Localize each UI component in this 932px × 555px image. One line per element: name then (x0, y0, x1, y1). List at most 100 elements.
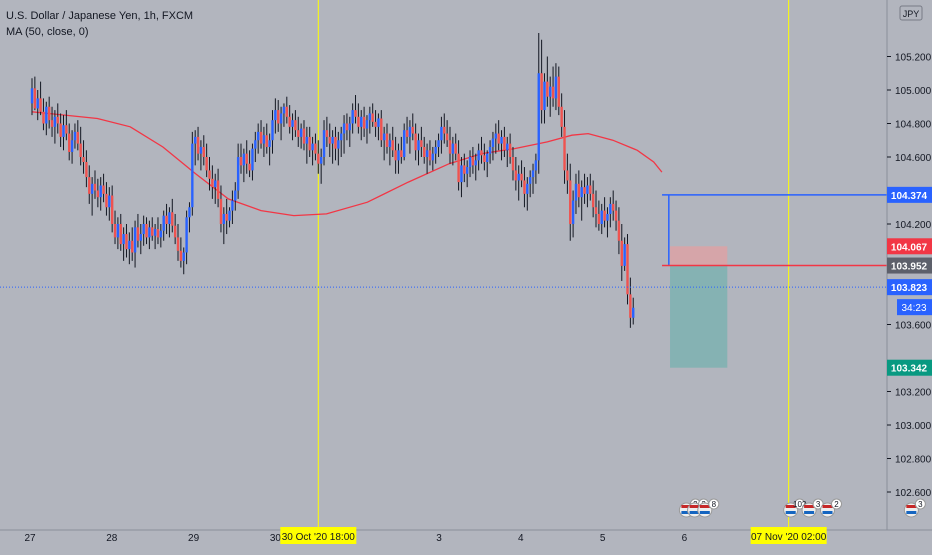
candle-body[interactable] (491, 138, 495, 147)
candle-body[interactable] (609, 203, 612, 214)
candle-body[interactable] (228, 210, 231, 221)
candle-body[interactable] (569, 180, 572, 224)
candle-body[interactable] (88, 177, 91, 194)
candle-body[interactable] (494, 133, 498, 139)
candle-body[interactable] (402, 130, 406, 157)
candle-body[interactable] (156, 229, 160, 238)
candle-body[interactable] (236, 157, 240, 191)
candle-body[interactable] (334, 136, 337, 149)
candle-body[interactable] (291, 120, 294, 127)
candle-body[interactable] (82, 157, 85, 163)
candle-body[interactable] (437, 140, 440, 147)
candle-body[interactable] (73, 131, 77, 141)
candle-body[interactable] (139, 234, 142, 241)
candle-body[interactable] (105, 193, 108, 208)
time-highlight-label[interactable]: 30 Oct '20 18:00 (282, 532, 356, 543)
candle-body[interactable] (110, 195, 114, 224)
candle-body[interactable] (119, 224, 122, 245)
candle-body[interactable] (205, 157, 208, 171)
candle-body[interactable] (125, 234, 128, 250)
candle-body[interactable] (391, 140, 394, 151)
candle-body[interactable] (425, 150, 429, 157)
candle-body[interactable] (116, 224, 120, 238)
candle-body[interactable] (214, 180, 217, 188)
candle-body[interactable] (36, 98, 39, 109)
candle-body[interactable] (50, 120, 54, 127)
candle-body[interactable] (617, 220, 621, 241)
candle-body[interactable] (93, 183, 97, 191)
candle-body[interactable] (345, 123, 349, 131)
candle-body[interactable] (59, 123, 62, 137)
candle-body[interactable] (354, 110, 357, 117)
candle-body[interactable] (202, 146, 205, 157)
candle-body[interactable] (168, 212, 171, 224)
candle-body[interactable] (317, 153, 320, 164)
candle-body[interactable] (325, 130, 329, 137)
candle-body[interactable] (231, 200, 234, 211)
candle-body[interactable] (374, 121, 377, 127)
candle-body[interactable] (528, 177, 532, 184)
candle-body[interactable] (440, 126, 443, 141)
candle-body[interactable] (629, 294, 632, 318)
candle-body[interactable] (448, 140, 452, 154)
candle-body[interactable] (342, 123, 346, 134)
candle-body[interactable] (540, 73, 543, 111)
candle-body[interactable] (99, 185, 102, 198)
candle-body[interactable] (500, 136, 503, 144)
candle-body[interactable] (274, 110, 277, 121)
candle-body[interactable] (151, 227, 154, 236)
candle-body[interactable] (165, 215, 168, 224)
candle-body[interactable] (534, 160, 538, 171)
candle-body[interactable] (188, 207, 191, 218)
candle-body[interactable] (159, 230, 163, 238)
candle-body[interactable] (176, 237, 180, 251)
candle-body[interactable] (405, 130, 409, 137)
candle-body[interactable] (145, 224, 148, 238)
candle-body[interactable] (474, 160, 477, 166)
candle-body[interactable] (182, 252, 185, 261)
candle-body[interactable] (503, 136, 506, 151)
candle-body[interactable] (268, 140, 271, 147)
candle-body[interactable] (365, 120, 369, 129)
time-highlight-label[interactable]: 07 Nov '20 02:00 (751, 532, 827, 543)
candle-body[interactable] (632, 307, 635, 318)
candle-body[interactable] (368, 113, 372, 121)
candle-body[interactable] (488, 146, 492, 154)
candle-body[interactable] (33, 88, 37, 109)
candle-body[interactable] (193, 136, 197, 144)
candle-body[interactable] (239, 157, 243, 166)
candle-body[interactable] (497, 133, 500, 144)
candle-body[interactable] (136, 227, 140, 241)
candle-body[interactable] (517, 173, 520, 181)
candle-body[interactable] (382, 133, 386, 141)
candle-body[interactable] (171, 212, 174, 226)
candle-body[interactable] (285, 106, 289, 117)
candle-body[interactable] (411, 126, 414, 134)
candle-body[interactable] (113, 224, 117, 238)
candle-body[interactable] (434, 146, 437, 154)
candle-body[interactable] (357, 116, 360, 127)
candle-body[interactable] (191, 143, 194, 208)
candle-body[interactable] (47, 106, 51, 121)
candle-body[interactable] (108, 195, 111, 208)
candle-body[interactable] (322, 130, 326, 157)
candle-body[interactable] (537, 73, 540, 161)
current-price-label[interactable]: 103.823 (891, 283, 928, 294)
candle-body[interactable] (465, 167, 469, 174)
candle-body[interactable] (591, 193, 595, 208)
candle-body[interactable] (385, 133, 389, 147)
candle-body[interactable] (371, 113, 374, 122)
candle-body[interactable] (577, 183, 581, 198)
candle-body[interactable] (196, 136, 200, 154)
candle-body[interactable] (560, 106, 563, 127)
candle-body[interactable] (377, 118, 380, 127)
ma-line[interactable] (31, 111, 663, 217)
candle-body[interactable] (606, 213, 609, 221)
candle-body[interactable] (271, 120, 274, 141)
candle-body[interactable] (380, 118, 383, 141)
candle-body[interactable] (265, 135, 268, 147)
candle-body[interactable] (122, 234, 125, 245)
candle-body[interactable] (70, 140, 74, 152)
candle-body[interactable] (620, 240, 623, 266)
